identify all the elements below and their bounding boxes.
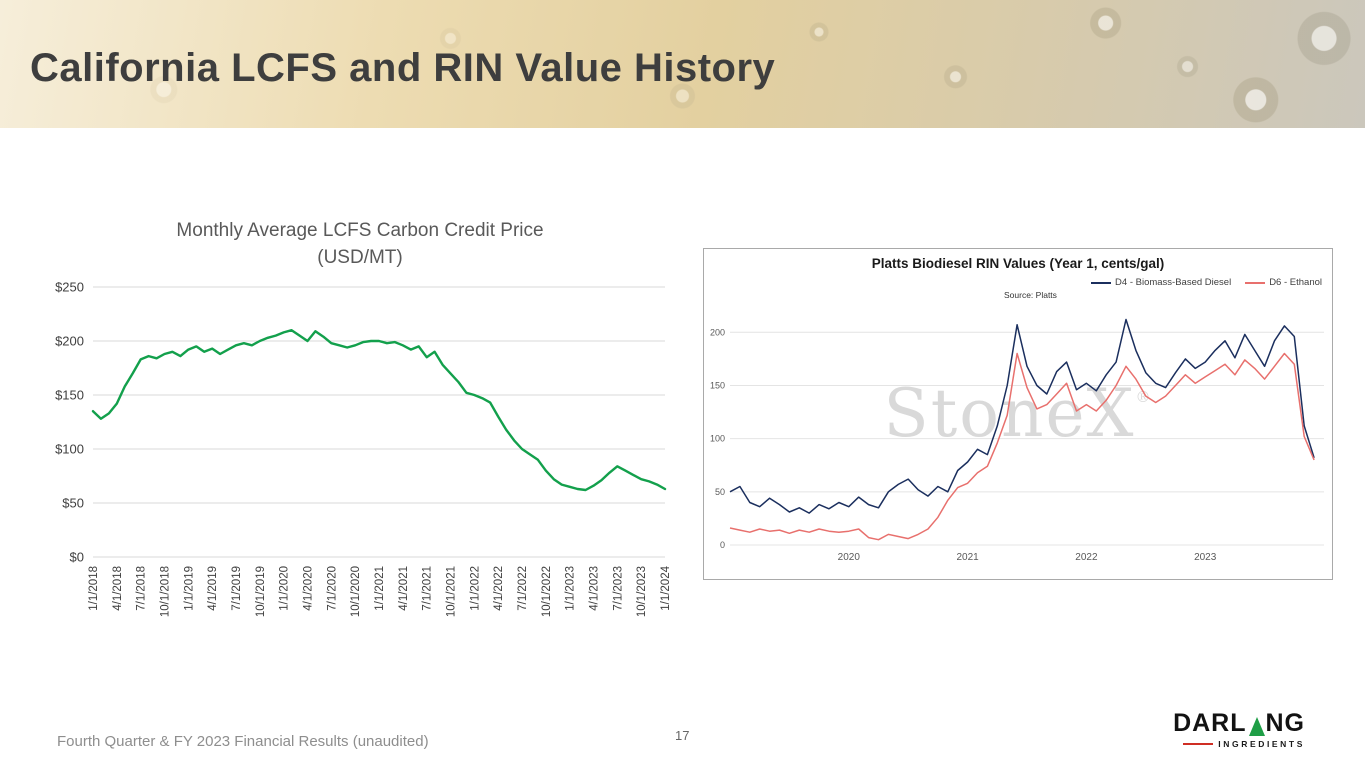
rin-chart: Platts Biodiesel RIN Values (Year 1, cen… bbox=[703, 248, 1333, 580]
darling-logo: DARL NG INGREDIENTS bbox=[1173, 711, 1305, 750]
svg-text:1/1/2020: 1/1/2020 bbox=[279, 566, 291, 611]
svg-text:50: 50 bbox=[715, 487, 725, 497]
legend-swatch-d6 bbox=[1245, 281, 1266, 284]
svg-text:10/1/2023: 10/1/2023 bbox=[636, 566, 648, 617]
svg-text:4/1/2022: 4/1/2022 bbox=[493, 566, 505, 611]
footer-text: Fourth Quarter & FY 2023 Financial Resul… bbox=[57, 733, 429, 750]
svg-text:1/1/2018: 1/1/2018 bbox=[88, 566, 100, 611]
svg-text:1/1/2019: 1/1/2019 bbox=[183, 566, 195, 611]
svg-text:1/1/2021: 1/1/2021 bbox=[374, 566, 386, 611]
lcfs-plot: $0 $50 $100 $150 $200 $250 1/1/2018 4/1/2018 7/1… bbox=[55, 280, 672, 618]
svg-text:7/1/2020: 7/1/2020 bbox=[326, 566, 338, 611]
svg-text:10/1/2020: 10/1/2020 bbox=[350, 566, 362, 617]
legend-swatch-d4 bbox=[1091, 281, 1112, 284]
darling-subtitle: INGREDIENTS bbox=[1173, 739, 1305, 749]
svg-text:10/1/2021: 10/1/2021 bbox=[446, 566, 458, 617]
lcfs-chart: Monthly Average LCFS Carbon Credit Price… bbox=[35, 218, 685, 647]
svg-text:$200: $200 bbox=[55, 334, 84, 349]
lcfs-title-line1: Monthly Average LCFS Carbon Credit Price bbox=[176, 220, 544, 241]
svg-text:4/1/2023: 4/1/2023 bbox=[589, 566, 601, 611]
svg-text:7/1/2018: 7/1/2018 bbox=[136, 566, 148, 611]
svg-text:10/1/2019: 10/1/2019 bbox=[255, 566, 267, 617]
svg-text:0: 0 bbox=[720, 540, 725, 550]
svg-text:4/1/2019: 4/1/2019 bbox=[207, 566, 219, 611]
page-number: 17 bbox=[675, 728, 690, 743]
svg-text:$100: $100 bbox=[55, 442, 84, 457]
svg-text:7/1/2019: 7/1/2019 bbox=[231, 566, 243, 611]
lcfs-chart-title: Monthly Average LCFS Carbon Credit Price… bbox=[35, 218, 685, 271]
rin-chart-title: Platts Biodiesel RIN Values (Year 1, cen… bbox=[871, 256, 1165, 271]
svg-text:100: 100 bbox=[710, 434, 725, 444]
svg-text:7/1/2022: 7/1/2022 bbox=[517, 566, 529, 611]
svg-text:4/1/2018: 4/1/2018 bbox=[112, 566, 124, 611]
svg-text:1/1/2023: 1/1/2023 bbox=[565, 566, 577, 611]
svg-text:$150: $150 bbox=[55, 388, 84, 403]
logo-subtitle-text: INGREDIENTS bbox=[1218, 739, 1305, 749]
legend-label-d6: D6 - Ethanol bbox=[1269, 277, 1322, 288]
svg-text:1/1/2024: 1/1/2024 bbox=[660, 566, 672, 611]
svg-text:2020: 2020 bbox=[838, 552, 861, 563]
logo-text-right: NG bbox=[1265, 709, 1305, 737]
logo-text-left: DARL bbox=[1173, 709, 1247, 737]
svg-text:7/1/2021: 7/1/2021 bbox=[422, 566, 434, 611]
rin-source-note: Source: Platts bbox=[1004, 290, 1057, 300]
lcfs-title-line2: (USD/MT) bbox=[317, 246, 403, 268]
svg-text:2022: 2022 bbox=[1075, 552, 1098, 563]
logo-leaf-icon bbox=[1248, 717, 1265, 736]
legend-item-d6: D6 - Ethanol bbox=[1245, 277, 1322, 288]
svg-text:150: 150 bbox=[710, 380, 725, 390]
rin-legend: D4 - Biomass-Based Diesel D6 - Ethanol bbox=[1091, 277, 1322, 288]
svg-text:200: 200 bbox=[710, 327, 725, 337]
registered-mark-icon: ® bbox=[1135, 388, 1153, 406]
svg-text:7/1/2023: 7/1/2023 bbox=[612, 566, 624, 611]
svg-text:10/1/2022: 10/1/2022 bbox=[541, 566, 553, 617]
svg-text:$0: $0 bbox=[70, 550, 84, 565]
rin-plot: 0 50 100 150 200 2020 2021 2022 2023 bbox=[710, 318, 1324, 563]
svg-text:4/1/2021: 4/1/2021 bbox=[398, 566, 410, 611]
svg-text:$250: $250 bbox=[55, 280, 84, 295]
header-banner: California LCFS and RIN Value History bbox=[0, 0, 1365, 128]
svg-text:2023: 2023 bbox=[1194, 552, 1217, 563]
svg-text:2021: 2021 bbox=[956, 552, 979, 563]
svg-text:$50: $50 bbox=[62, 496, 84, 511]
logo-red-dash bbox=[1183, 743, 1214, 745]
legend-label-d4: D4 - Biomass-Based Diesel bbox=[1115, 277, 1232, 288]
svg-text:10/1/2018: 10/1/2018 bbox=[160, 566, 172, 617]
svg-text:4/1/2020: 4/1/2020 bbox=[303, 566, 315, 611]
svg-text:1/1/2022: 1/1/2022 bbox=[469, 566, 481, 611]
slide-title: California LCFS and RIN Value History bbox=[30, 46, 776, 90]
darling-wordmark: DARL NG bbox=[1173, 711, 1305, 736]
legend-item-d4: D4 - Biomass-Based Diesel bbox=[1091, 277, 1231, 288]
